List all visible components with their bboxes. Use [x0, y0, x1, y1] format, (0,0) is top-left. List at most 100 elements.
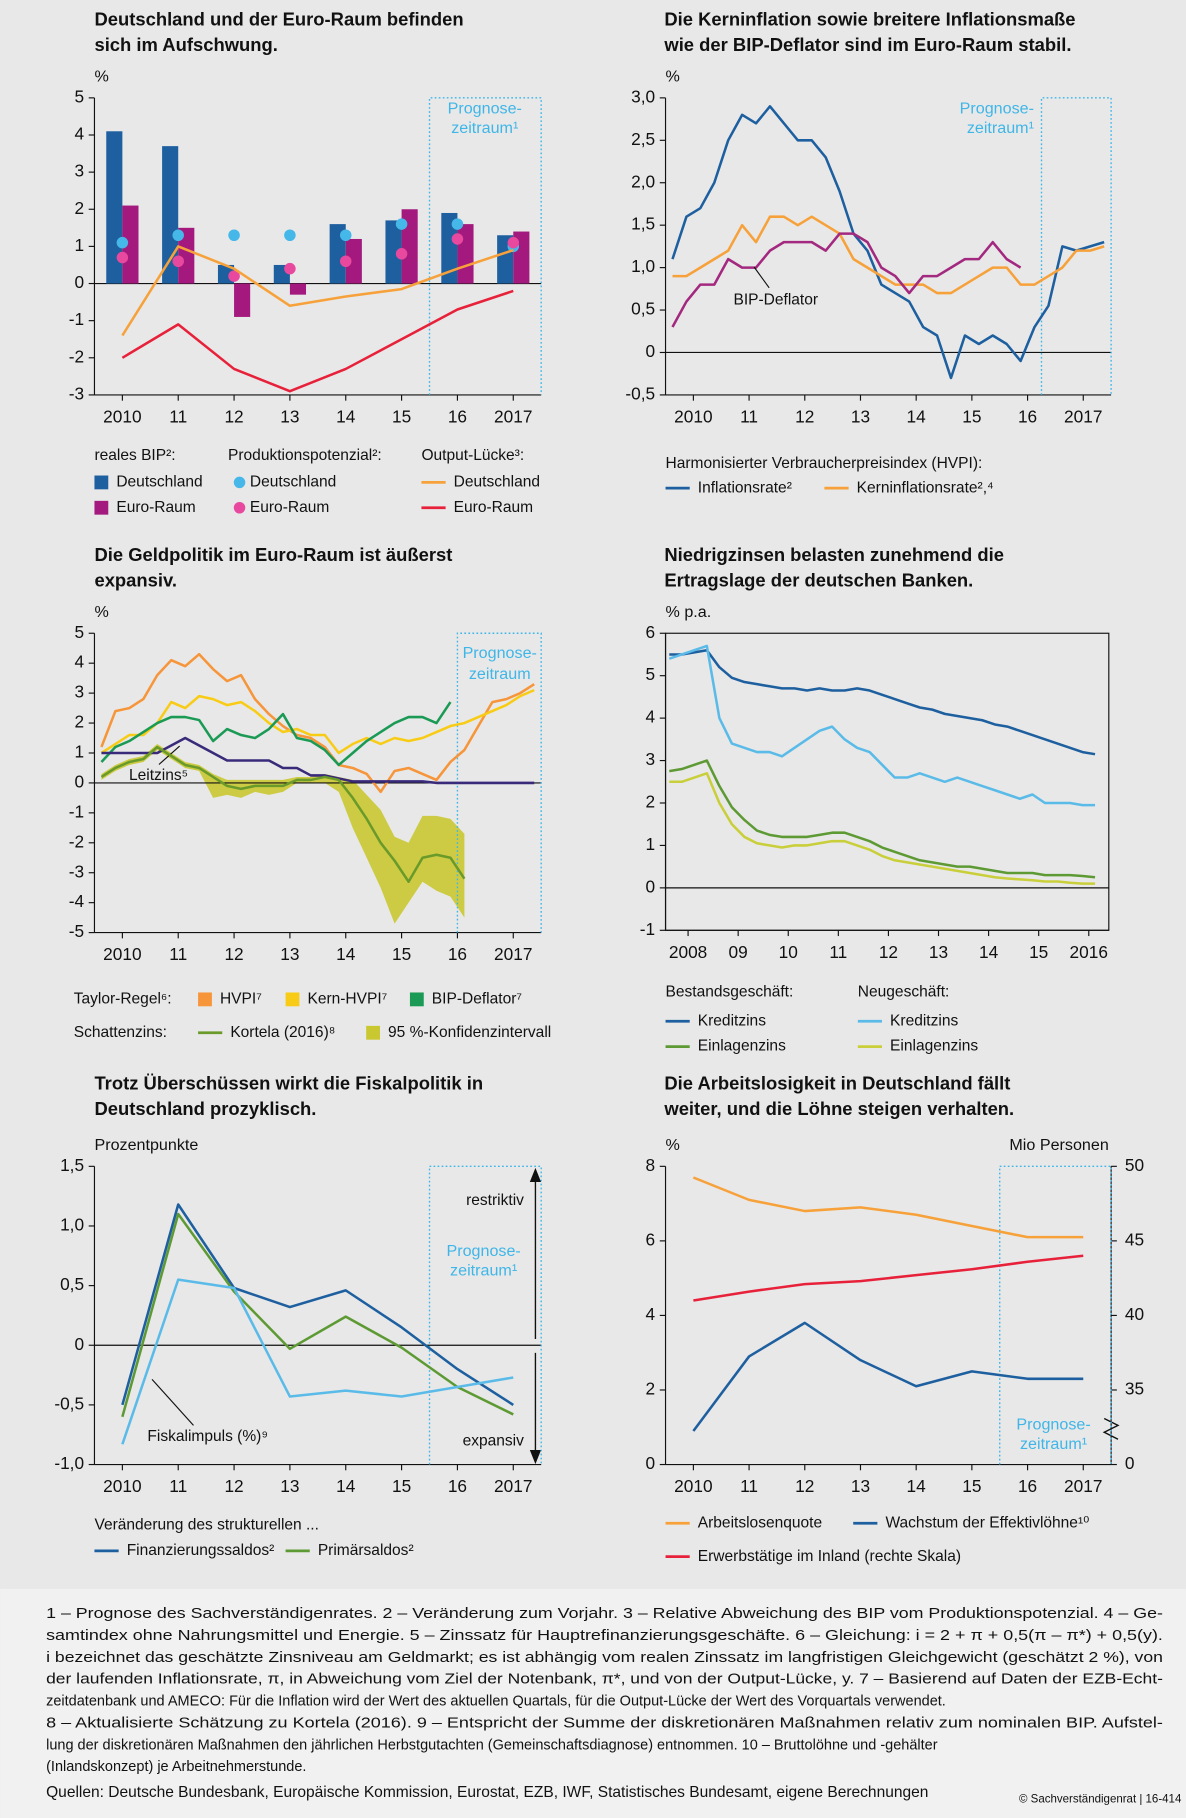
- x-tick-label: 09: [729, 942, 748, 962]
- chart-title: sich im Aufschwung.: [94, 34, 277, 55]
- x-tick-label: 11: [829, 942, 847, 962]
- legend-header: Taylor-Regel⁶:: [74, 990, 172, 1007]
- forecast-label: zeitraum¹: [451, 119, 519, 137]
- y-tick-label: 1,0: [631, 256, 655, 276]
- chart-title: Die Geldpolitik im Euro-Raum ist äußerst: [94, 544, 452, 565]
- footnote: (Inlandskonzept) je Arbeitnehmerstunde.: [46, 1759, 306, 1775]
- y-tick-label: 4: [646, 707, 656, 727]
- y-tick-label: -1: [69, 309, 84, 329]
- line: [668, 644, 1096, 807]
- bar: [345, 238, 362, 284]
- legend-label: Arbeitslosenquote: [698, 1514, 822, 1531]
- line: [121, 1212, 514, 1418]
- y-tick-label: 1: [646, 834, 656, 854]
- x-tick-label: 16: [1018, 407, 1037, 427]
- sources: Quellen: Deutsche Bundesbank, Europäisch…: [46, 1784, 928, 1801]
- line: [121, 289, 514, 393]
- legend-label: BIP-Deflator⁷: [432, 990, 522, 1007]
- y-tick-label: 2: [74, 712, 84, 732]
- legend-label: Euro-Raum: [454, 499, 533, 516]
- footnote: 8 – Aktualisierte Schätzung zu Kortela (…: [46, 1715, 1163, 1731]
- line: [121, 1278, 514, 1445]
- y-tick-label: 6: [646, 622, 656, 642]
- y-tick-label: 0,5: [631, 299, 655, 319]
- line: [100, 701, 452, 767]
- y2-tick-label: 45: [1125, 1229, 1144, 1249]
- y-tick-label: 0: [646, 1453, 656, 1473]
- y-tick-label: 2: [646, 792, 656, 812]
- footnote-background: [0, 1588, 1186, 1818]
- legend-label: HVPI⁷: [220, 990, 262, 1007]
- x-tick-label: 15: [962, 407, 981, 427]
- legend-swatch: [94, 500, 109, 515]
- legend-label: Erwerbstätige im Inland (rechte Skala): [698, 1548, 961, 1565]
- annotation: expansiv: [463, 1433, 525, 1450]
- y-tick-label: 8: [646, 1155, 656, 1175]
- chart-title: wie der BIP-Deflator sind im Euro-Raum s…: [663, 34, 1071, 55]
- line: [101, 736, 535, 785]
- x-tick-label: 13: [851, 1476, 870, 1496]
- bar: [289, 283, 307, 295]
- chart-title: Deutschland und der Euro-Raum befinden: [94, 9, 463, 30]
- y-axis-label: %: [666, 67, 680, 85]
- x-tick-label: 13: [280, 944, 299, 964]
- y-tick-label: 0: [74, 272, 84, 292]
- chart-title: Trotz Überschüssen wirkt die Fiskalpolit…: [94, 1072, 483, 1093]
- x-tick-label: 12: [224, 944, 243, 964]
- legend-label: Finanzierungssaldos²: [127, 1542, 275, 1559]
- annotation-leader: [753, 266, 770, 289]
- x-tick-label: 15: [392, 407, 411, 427]
- y-axis-label: % p.a.: [666, 603, 712, 621]
- legend-label: Kreditzins: [698, 1012, 766, 1029]
- y-axis-label: %: [94, 603, 108, 621]
- legend-label: Einlagenzins: [698, 1038, 786, 1055]
- y-tick-label: 1: [74, 235, 84, 255]
- x-tick-label: 2008: [669, 942, 707, 962]
- confidence-band: [101, 744, 465, 924]
- bar: [122, 205, 139, 284]
- legend-header: Neugeschäft:: [858, 984, 950, 1001]
- x-tick-label: 14: [979, 942, 999, 962]
- x-tick-label: 11: [740, 407, 758, 427]
- y-tick-label: -0,5: [625, 383, 655, 403]
- forecast-label: Prognose-: [960, 100, 1034, 118]
- x-tick-label: 14: [336, 944, 356, 964]
- footnote: der laufenden Inflationsrate, π, in Abwe…: [46, 1672, 1163, 1688]
- x-tick-label: 2017: [1064, 407, 1102, 427]
- legend-header: Bestandsgeschäft:: [666, 984, 794, 1001]
- legend-header: Harmonisierter Verbraucherpreisindex (HV…: [666, 455, 983, 472]
- x-tick-label: 13: [929, 942, 948, 962]
- chart-title: weiter, und die Löhne steigen verhalten.: [663, 1098, 1014, 1119]
- y-tick-label: 2,5: [631, 129, 655, 149]
- x-tick-label: 16: [448, 1476, 467, 1496]
- bar: [178, 227, 195, 284]
- bar: [162, 146, 179, 284]
- y-axis-label: %: [94, 67, 108, 85]
- y-tick-label: 0: [74, 771, 84, 791]
- line: [669, 648, 1096, 756]
- y2-tick-label: 50: [1125, 1155, 1144, 1175]
- x-tick-label: 15: [392, 944, 411, 964]
- footnote: lung der diskretionären Maßnahmen den jä…: [46, 1737, 938, 1753]
- legend-label: Kortela (2016)⁸: [230, 1024, 335, 1041]
- y-tick-label: -4: [69, 891, 85, 911]
- dot: [507, 236, 520, 249]
- y-tick-label: 1,0: [60, 1215, 84, 1235]
- x-tick-label: 2017: [1064, 1476, 1102, 1496]
- forecast-label: Prognose-: [463, 644, 537, 662]
- y-tick-label: 6: [646, 1229, 656, 1249]
- legend-header: Produktionspotenzial²:: [228, 447, 382, 464]
- x-tick-label: 2017: [494, 1476, 532, 1496]
- dot: [172, 255, 184, 268]
- series-annotation: BIP-Deflator: [733, 292, 818, 309]
- legend-label: Wachstum der Effektivlöhne¹⁰: [885, 1514, 1089, 1531]
- x-tick-label: 2017: [494, 944, 532, 964]
- copyright: © Sachverständigenrat | 16-414: [1019, 1794, 1182, 1806]
- line: [121, 245, 514, 337]
- y-tick-label: 1: [74, 742, 84, 762]
- line: [671, 105, 1105, 380]
- y-tick-label: 4: [646, 1304, 656, 1324]
- legend-label: Euro-Raum: [116, 499, 195, 516]
- y-tick-label: -3: [69, 383, 84, 403]
